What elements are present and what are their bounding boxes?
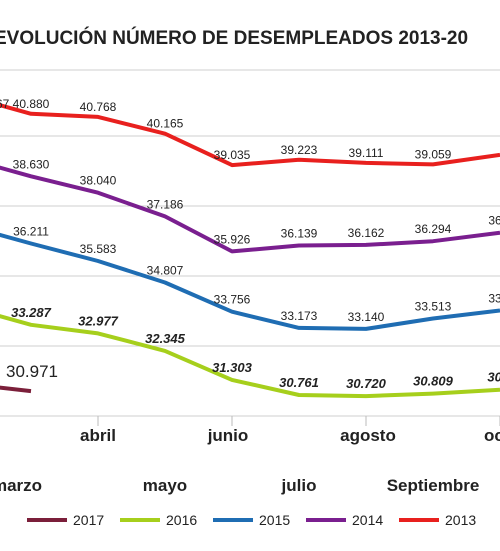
x-label-0: marzo	[0, 476, 42, 495]
data-label-2015: 33.140	[348, 310, 385, 324]
data-label-2015: 33.173	[281, 309, 318, 323]
x-axis-labels: marzo abril mayo junio julio agosto Septiembre…	[0, 426, 500, 495]
data-label-2013: 40.165	[147, 117, 184, 131]
data-label-2014: 36.294	[415, 222, 452, 236]
series-line-2016	[0, 314, 500, 399]
legend-label-2016: 2016	[166, 512, 197, 528]
data-label-2013: 40.880	[13, 97, 50, 111]
series-line-2013	[0, 103, 500, 168]
legend-label-2013: 2013	[445, 512, 476, 528]
x-label-3: junio	[207, 426, 249, 445]
data-label-2017: 30.971	[6, 362, 58, 381]
data-label-2014: 36.6	[488, 214, 500, 228]
data-label-2016: 30.809	[413, 374, 454, 389]
data-label-2015: 34.807	[147, 264, 184, 278]
data-label-2016: 30.761	[279, 375, 319, 390]
data-label-2016: 31.303	[212, 360, 253, 375]
data-label-2014: 36.139	[281, 227, 318, 241]
legend-label-2017: 2017	[73, 512, 104, 528]
data-label-2015: 33.756	[214, 293, 251, 307]
data-label-2014: 37.186	[147, 197, 184, 211]
series-line-2015	[0, 232, 500, 331]
x-label-7: octu	[484, 426, 500, 445]
data-labels: 30.971 33.287 32.977 32.345 31.303 30.761 30.7…	[0, 97, 500, 391]
data-label-2013: 39.059	[415, 147, 452, 161]
data-label-2014: 38.040	[80, 174, 117, 188]
data-label-2013: 39.111	[349, 146, 384, 160]
x-label-4: julio	[281, 476, 317, 495]
legend: 2017 2016 2015 2014 2013	[27, 512, 476, 528]
x-label-6: Septiembre	[387, 476, 480, 495]
series-lines	[0, 103, 500, 399]
data-label-2015: 36.211	[13, 225, 49, 239]
data-label-2014: 36.162	[348, 226, 385, 240]
grid	[0, 69, 500, 426]
data-label-2016: 30.9	[487, 370, 500, 385]
data-label-2013: 40.768	[80, 100, 117, 114]
data-label-2015: 33.8	[488, 292, 500, 306]
x-label-1: abril	[80, 426, 116, 445]
chart-title: EVOLUCIÓN NÚMERO DE DESEMPLEADOS 2013-20	[0, 27, 468, 49]
data-label-2013-partial: 67	[0, 97, 10, 111]
data-label-2015: 35.583	[80, 242, 117, 256]
legend-label-2015: 2015	[259, 512, 290, 528]
data-label-2014: 35.926	[214, 232, 251, 246]
data-label-2016: 32.345	[145, 331, 186, 346]
data-label-2013: 39.035	[214, 148, 251, 162]
data-label-2016: 30.720	[346, 376, 387, 391]
legend-label-2014: 2014	[352, 512, 383, 528]
data-label-2016: 33.287	[11, 305, 52, 320]
x-label-5: agosto	[340, 426, 396, 445]
series-line-2014	[0, 165, 500, 254]
x-label-2: mayo	[143, 476, 187, 495]
series-line-2017	[0, 385, 32, 394]
data-label-2016: 32.977	[78, 313, 119, 328]
data-label-2013: 39.223	[281, 143, 318, 157]
data-label-2015: 33.513	[415, 299, 452, 313]
data-label-2014: 38.630	[13, 157, 50, 171]
